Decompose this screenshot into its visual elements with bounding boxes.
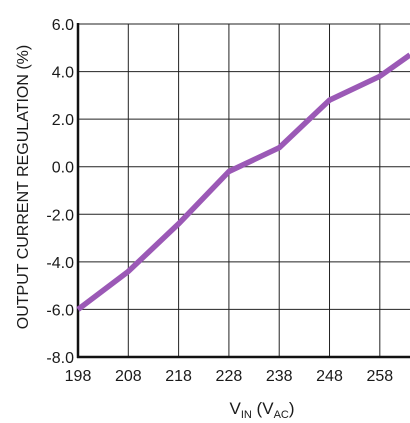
x-tick-label: 238 [266, 368, 293, 385]
y-tick-label: -6.0 [46, 302, 74, 319]
x-axis-label: VIN (VAC) [229, 399, 294, 421]
y-tick-label: -2.0 [46, 207, 74, 224]
x-tick-label: 228 [216, 368, 243, 385]
grid [77, 23, 410, 358]
y-tick-labels: 6.0 4.0 2.0 0.0 -2.0 -4.0 -6.0 -8.0 [46, 17, 74, 367]
y-tick-label: 2.0 [52, 112, 74, 129]
x-tick-label: 208 [115, 368, 142, 385]
x-tick-label: 198 [65, 368, 92, 385]
y-tick-label: -8.0 [46, 350, 74, 367]
x-tick-label: 218 [165, 368, 192, 385]
x-tick-labels: 198 208 218 228 238 248 258 [65, 368, 394, 385]
series-lines [76, 52, 410, 312]
y-tick-label: 0.0 [52, 160, 74, 177]
plot-frame [76, 23, 410, 359]
series-line [76, 52, 410, 312]
x-tick-label: 258 [366, 368, 393, 385]
y-tick-label: 4.0 [52, 65, 74, 82]
y-tick-label: 6.0 [52, 17, 74, 34]
y-axis-label: OUTPUT CURRENT REGULATION (%) [15, 45, 32, 329]
y-tick-label: -4.0 [46, 255, 74, 272]
x-tick-label: 248 [316, 368, 343, 385]
